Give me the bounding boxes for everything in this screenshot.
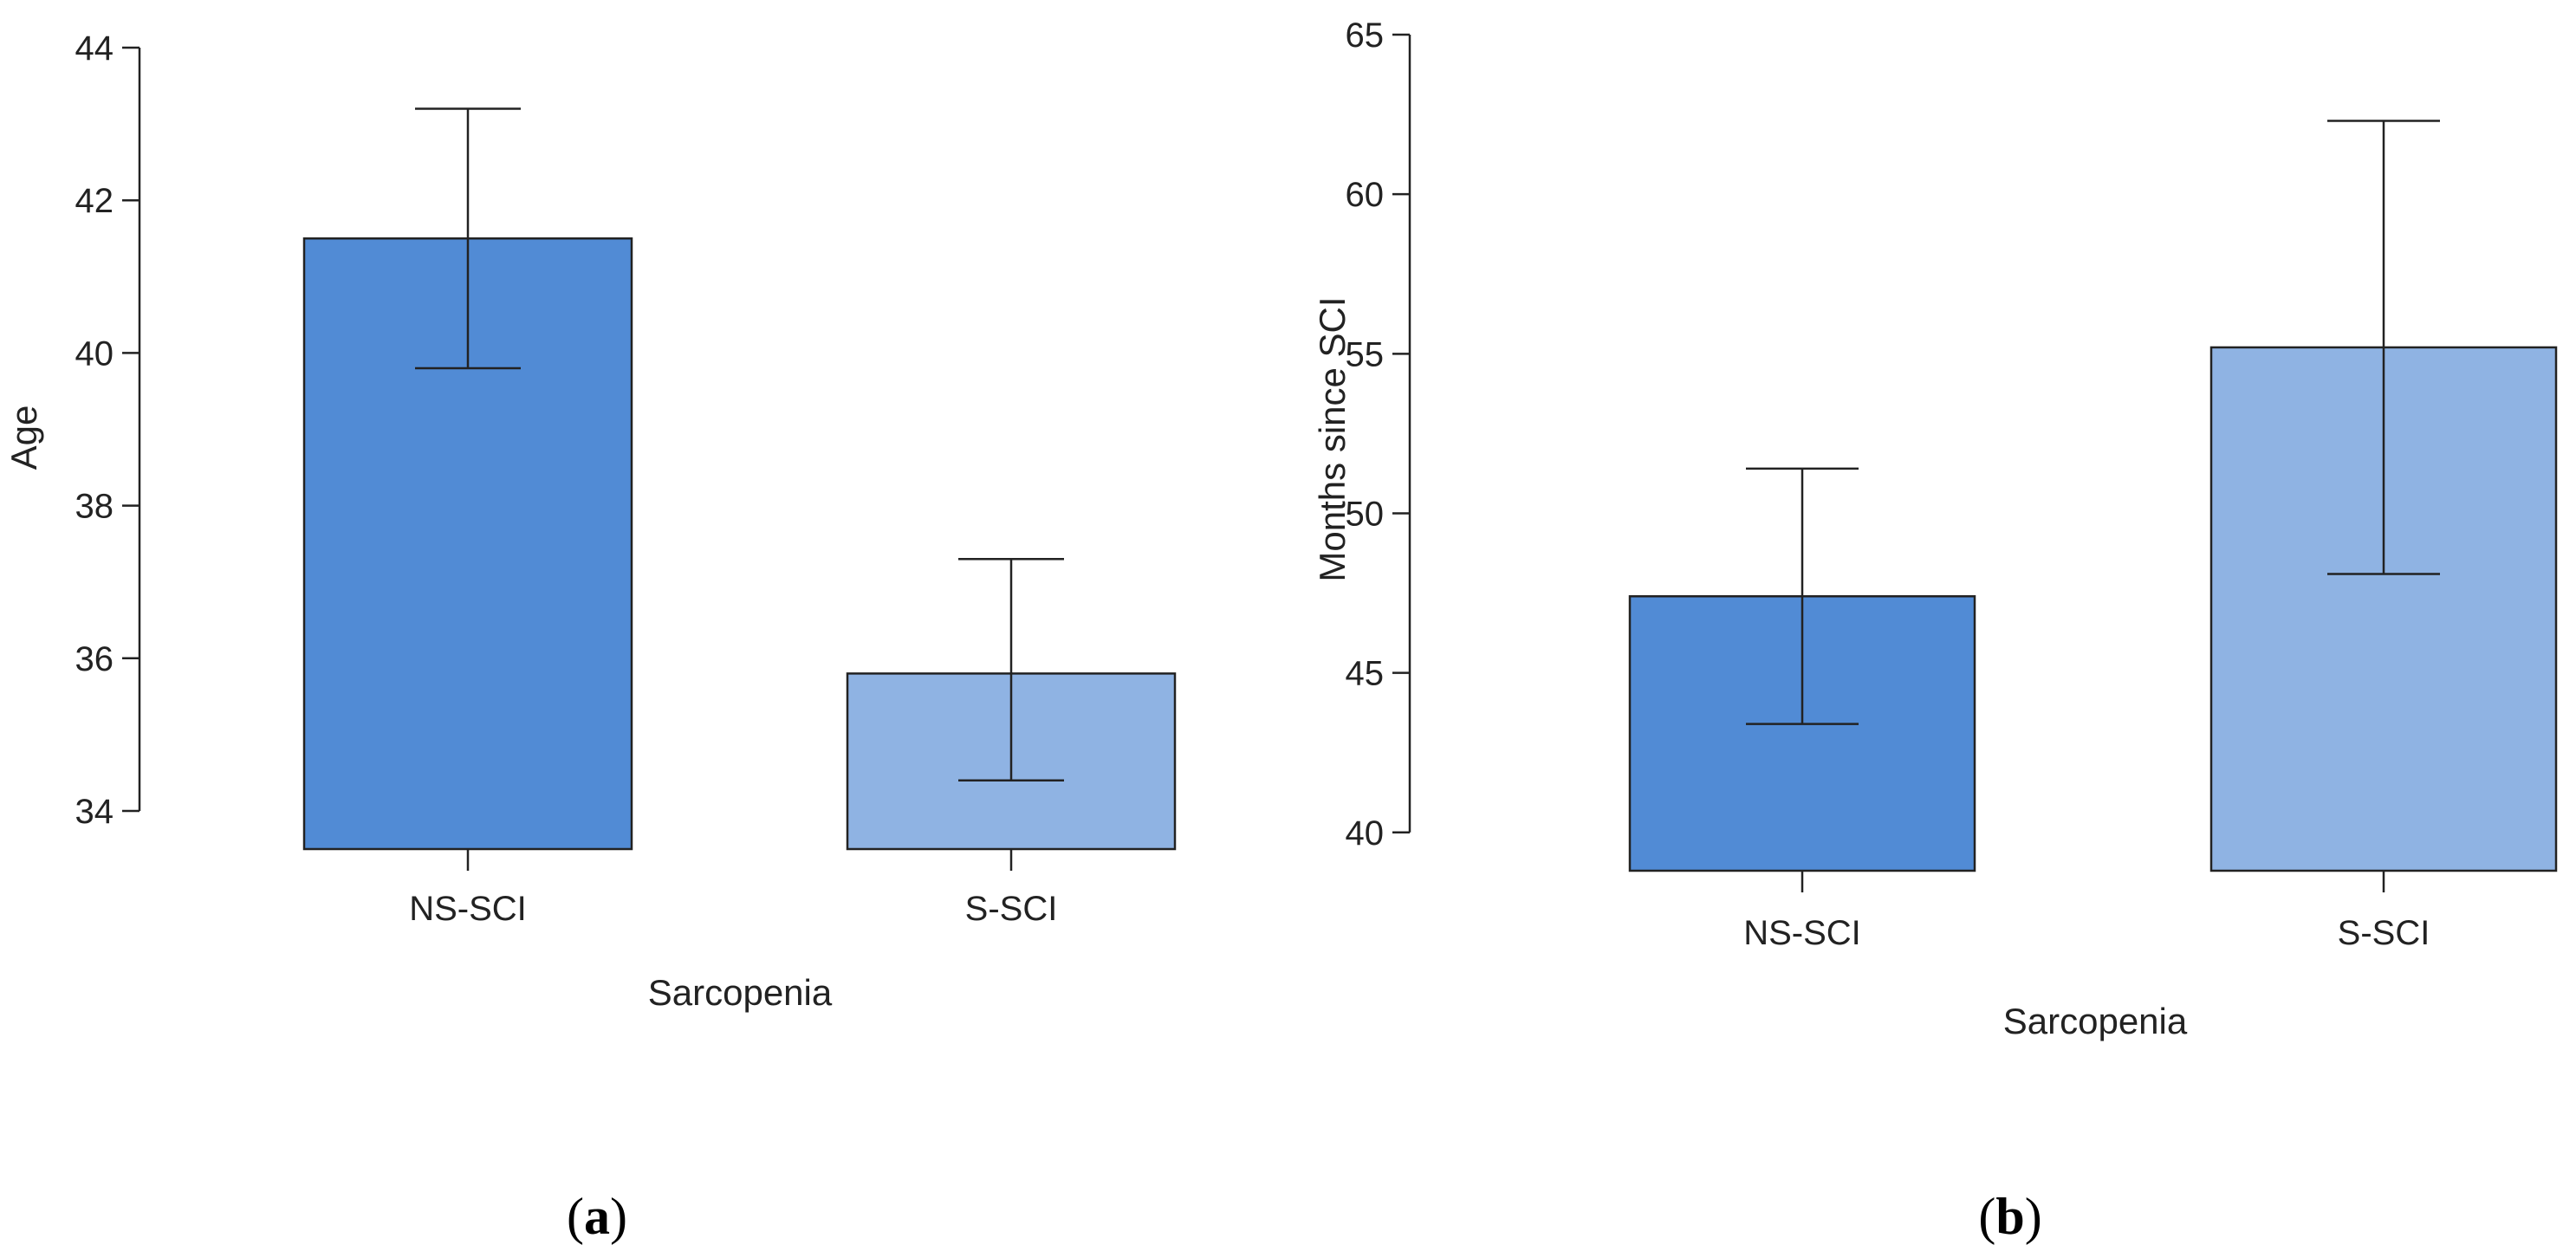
y-tick-label: 45 (1346, 655, 1385, 693)
y-tick-label: 44 (75, 29, 114, 68)
panel-label: (a) (567, 1188, 627, 1245)
panel-label: (b) (1978, 1188, 2041, 1245)
panel-label-close: ) (610, 1188, 627, 1245)
y-tick-label: 38 (75, 488, 114, 526)
y-tick-label: 34 (75, 793, 114, 831)
y-tick-label: 55 (1346, 335, 1385, 373)
panel-b-chart: 40 45 50 55 60 65 NS-SCI S-SCI Sarcopenia Months … (1312, 16, 2558, 1245)
error-bar-ns-sci (415, 107, 521, 370)
y-tick-label: 36 (75, 640, 114, 678)
x-axis-title: Sarcopenia (648, 972, 833, 1013)
y-axis-title: Months since SCI (1312, 296, 1353, 581)
x-tick-label: S-SCI (2338, 914, 2430, 952)
y-tick-label: 40 (75, 334, 114, 373)
y-tick-label: 42 (75, 182, 114, 220)
panel-label-open: ( (567, 1188, 584, 1245)
y-tick-label: 40 (1346, 814, 1385, 853)
y-tick-label: 60 (1346, 176, 1385, 214)
panel-label-close: ) (2025, 1188, 2042, 1245)
y-axis-title: Age (3, 405, 44, 470)
y-tick-label: 65 (1346, 16, 1385, 55)
x-axis-title: Sarcopenia (2003, 1001, 2188, 1041)
x-tick-label: S-SCI (965, 890, 1058, 928)
x-tick-label: NS-SCI (409, 890, 527, 928)
y-tick-label: 50 (1346, 495, 1385, 533)
panel-label-letter: b (1995, 1188, 2024, 1245)
x-tick-label: NS-SCI (1743, 914, 1861, 952)
error-bar-s-sci (2327, 120, 2440, 575)
panel-label-open: ( (1978, 1188, 1995, 1245)
panel-label-letter: a (584, 1188, 610, 1245)
error-bar-s-sci (958, 557, 1064, 781)
error-bar-ns-sci (1746, 467, 1859, 725)
panel-a-chart: 34 36 38 40 42 44 NS-SCI S-SCI Sarcopenia Age (a) (3, 29, 1177, 1245)
